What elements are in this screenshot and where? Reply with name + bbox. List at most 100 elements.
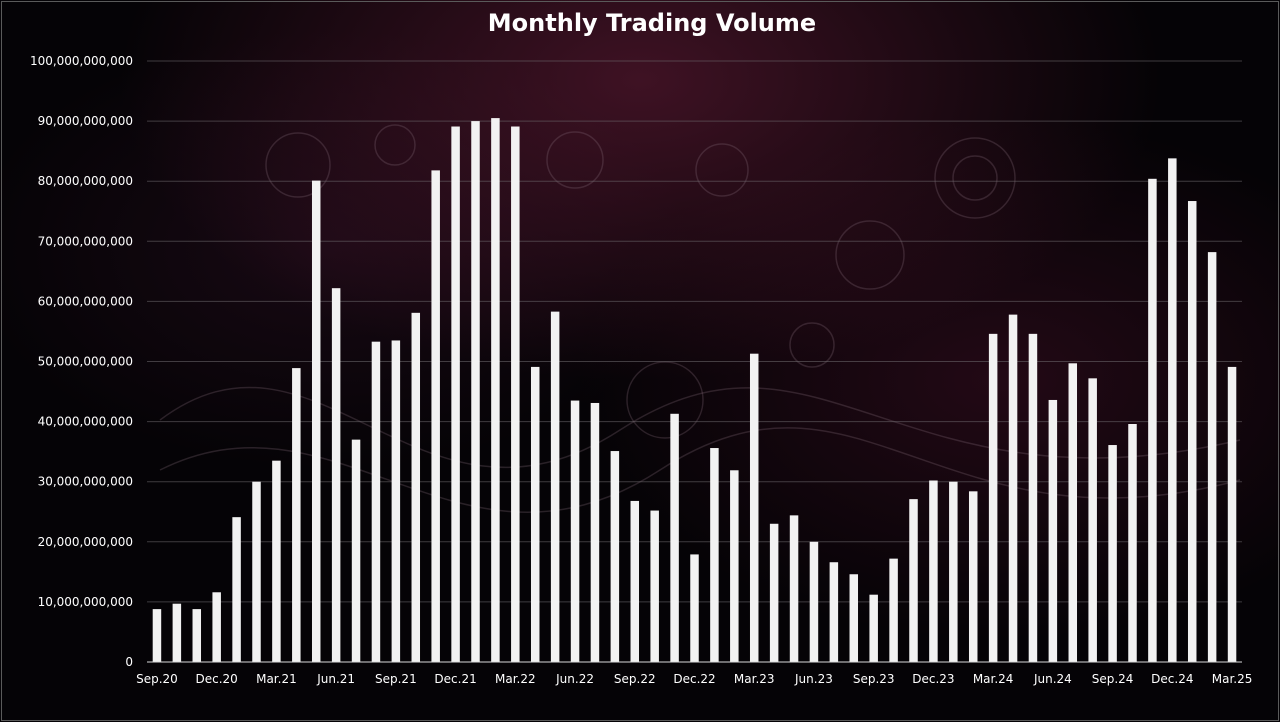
bar-series bbox=[152, 118, 1237, 663]
deco-circle bbox=[835, 220, 905, 290]
bar-Jul.24 bbox=[1068, 363, 1078, 662]
bar-Mar.25 bbox=[1227, 366, 1237, 662]
bar-Mar.21 bbox=[272, 460, 281, 662]
deco-wave bbox=[159, 386, 1241, 469]
y-tick-label: 40,000,000,000 bbox=[38, 415, 133, 429]
bar-Jun.24 bbox=[1048, 399, 1058, 662]
y-tick-label: 10,000,000,000 bbox=[38, 595, 133, 609]
chart-title: Monthly Trading Volume bbox=[488, 9, 816, 37]
bar-Jul.22 bbox=[590, 402, 600, 662]
bar-Oct.21 bbox=[411, 312, 421, 662]
deco-circle bbox=[789, 322, 835, 368]
bar-Jan.24 bbox=[949, 481, 958, 662]
y-tick-label: 80,000,000,000 bbox=[38, 174, 133, 188]
bar-Jun.21 bbox=[331, 288, 341, 662]
bar-Jan.23 bbox=[710, 448, 719, 662]
bar-Feb.25 bbox=[1207, 252, 1217, 662]
deco-circle bbox=[265, 132, 331, 198]
bar-Oct.24 bbox=[1128, 424, 1137, 662]
bar-Oct.22 bbox=[650, 510, 659, 662]
bar-Sep.24 bbox=[1108, 445, 1117, 662]
bar-Jul.23 bbox=[829, 562, 839, 662]
bar-Jan.22 bbox=[471, 121, 480, 663]
bar-Oct.20 bbox=[172, 603, 182, 662]
deco-circle bbox=[374, 124, 416, 166]
x-tick-label: Mar.25 bbox=[1212, 672, 1253, 686]
bar-Mar.24 bbox=[988, 333, 998, 662]
x-tick-label: Dec.20 bbox=[196, 672, 238, 686]
bar-Dec.22 bbox=[690, 554, 699, 662]
x-tick-label: Jun.22 bbox=[555, 672, 594, 686]
bar-Jun.22 bbox=[570, 400, 580, 662]
bar-Feb.23 bbox=[730, 470, 739, 662]
x-tick-label: Jun.23 bbox=[794, 672, 833, 686]
y-gridlines bbox=[147, 60, 1242, 603]
y-axis-tick-labels: 0 10,000,000,000 20,000,000,000 30,000,000,… bbox=[30, 54, 133, 669]
bar-Nov.23 bbox=[909, 499, 918, 662]
x-tick-label: Dec.22 bbox=[673, 672, 715, 686]
x-axis-tick-labels: Sep.20 Dec.20 Mar.21 Jun.21 Sep.21 Dec.21 Mar.… bbox=[136, 672, 1252, 686]
bar-Dec.20 bbox=[212, 592, 221, 662]
deco-circle bbox=[695, 143, 749, 197]
bar-Apr.23 bbox=[769, 523, 779, 662]
bar-Mar.22 bbox=[511, 126, 520, 662]
bar-Jan.21 bbox=[232, 517, 241, 662]
bar-Aug.22 bbox=[610, 451, 620, 662]
bar-Aug.21 bbox=[371, 341, 381, 662]
y-tick-label: 60,000,000,000 bbox=[38, 294, 133, 308]
bar-Sep.22 bbox=[630, 500, 640, 662]
bar-Aug.24 bbox=[1088, 378, 1097, 662]
x-tick-label: Dec.21 bbox=[434, 672, 476, 686]
bar-May.23 bbox=[789, 515, 799, 662]
deco-circle bbox=[546, 131, 604, 189]
y-tick-label: 90,000,000,000 bbox=[38, 114, 133, 128]
bar-Apr.22 bbox=[530, 366, 540, 662]
x-tick-label: Sep.24 bbox=[1092, 672, 1134, 686]
bar-Feb.22 bbox=[491, 118, 500, 663]
bar-Apr.21 bbox=[292, 368, 301, 662]
deco-circle bbox=[626, 361, 704, 439]
x-tick-label: Mar.21 bbox=[256, 672, 297, 686]
y-tick-label: 70,000,000,000 bbox=[38, 234, 133, 248]
bar-Dec.23 bbox=[929, 480, 938, 662]
bar-May.21 bbox=[311, 180, 321, 662]
y-tick-label: 20,000,000,000 bbox=[38, 535, 133, 549]
x-tick-label: Jun.21 bbox=[316, 672, 355, 686]
x-tick-label: Dec.23 bbox=[912, 672, 954, 686]
y-tick-label: 100,000,000,000 bbox=[30, 54, 133, 68]
x-tick-label: Sep.23 bbox=[853, 672, 895, 686]
x-tick-label: Mar.23 bbox=[734, 672, 775, 686]
bar-May.24 bbox=[1028, 333, 1038, 662]
x-tick-label: Dec.24 bbox=[1151, 672, 1193, 686]
bar-Jan.25 bbox=[1187, 201, 1197, 662]
bar-Jul.21 bbox=[351, 439, 361, 662]
bar-Dec.21 bbox=[451, 126, 460, 662]
y-tick-label: 50,000,000,000 bbox=[38, 355, 133, 369]
bar-Nov.22 bbox=[670, 413, 679, 662]
bar-Nov.20 bbox=[192, 609, 202, 662]
bar-Sep.20 bbox=[152, 609, 162, 662]
bar-Sep.21 bbox=[391, 340, 401, 662]
bar-Dec.24 bbox=[1168, 158, 1177, 663]
deco-wave bbox=[159, 427, 1241, 513]
x-tick-label: Mar.24 bbox=[973, 672, 1014, 686]
bar-Apr.24 bbox=[1008, 314, 1018, 662]
bar-Jun.23 bbox=[809, 541, 819, 662]
bar-Sep.23 bbox=[869, 594, 878, 662]
bar-Nov.24 bbox=[1148, 178, 1157, 663]
x-tick-label: Mar.22 bbox=[495, 672, 536, 686]
bar-Feb.24 bbox=[968, 491, 978, 662]
deco-circle bbox=[934, 137, 1016, 219]
y-tick-label: 30,000,000,000 bbox=[38, 475, 133, 489]
y-tick-label: 0 bbox=[125, 655, 133, 669]
bar-Feb.21 bbox=[252, 481, 261, 662]
bar-Mar.23 bbox=[749, 353, 759, 662]
bar-May.22 bbox=[550, 311, 560, 662]
bar-Nov.21 bbox=[431, 170, 440, 662]
background-decoration bbox=[159, 124, 1241, 513]
x-tick-label: Sep.22 bbox=[614, 672, 656, 686]
x-tick-label: Jun.24 bbox=[1033, 672, 1072, 686]
bar-Oct.23 bbox=[889, 558, 898, 662]
